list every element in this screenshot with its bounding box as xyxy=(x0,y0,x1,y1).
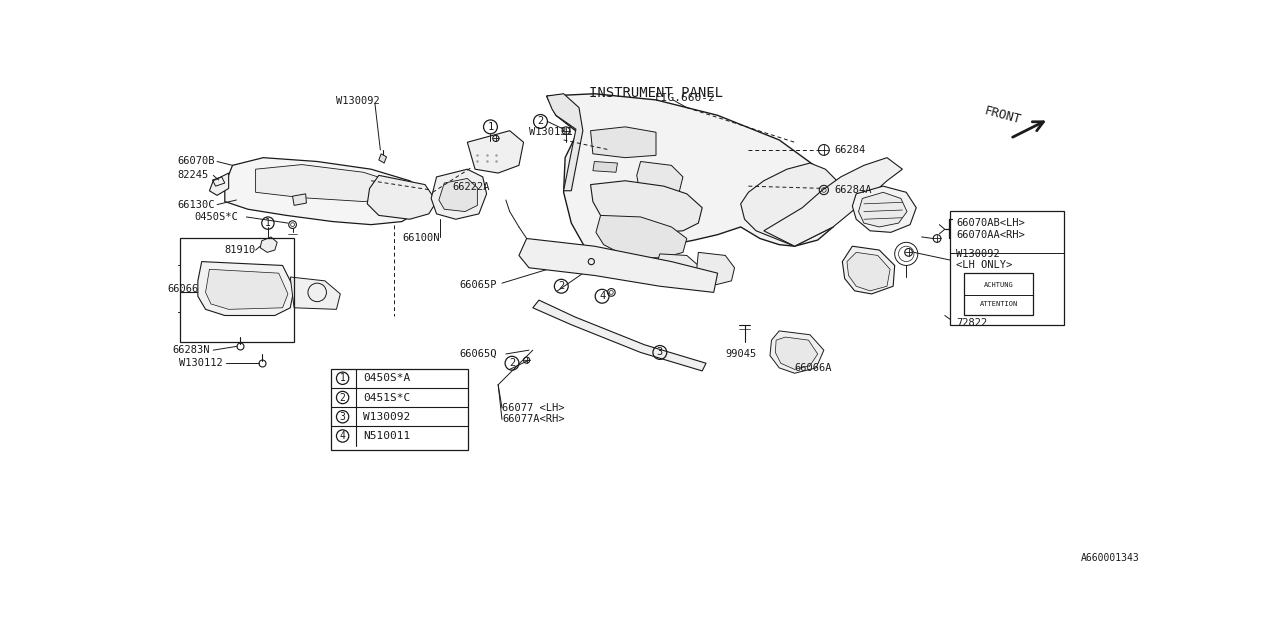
Polygon shape xyxy=(467,131,524,173)
Text: 66070AA<RH>: 66070AA<RH> xyxy=(956,230,1025,239)
Text: 2: 2 xyxy=(538,116,544,127)
Text: 2: 2 xyxy=(558,281,564,291)
Polygon shape xyxy=(225,157,429,225)
Polygon shape xyxy=(439,179,477,212)
Text: 1: 1 xyxy=(488,122,494,132)
Text: 2: 2 xyxy=(509,358,515,368)
Text: 66284A: 66284A xyxy=(835,185,872,195)
Text: 82245: 82245 xyxy=(177,170,209,180)
Polygon shape xyxy=(518,239,718,292)
Text: <LH ONLY>: <LH ONLY> xyxy=(956,260,1012,271)
Text: W130112: W130112 xyxy=(179,358,223,368)
Text: 66070AB<LH>: 66070AB<LH> xyxy=(956,218,1025,228)
Polygon shape xyxy=(547,93,841,260)
Bar xyxy=(180,239,294,342)
Polygon shape xyxy=(293,194,306,205)
Polygon shape xyxy=(842,246,895,294)
Polygon shape xyxy=(198,262,294,316)
Polygon shape xyxy=(256,164,402,202)
Text: 1: 1 xyxy=(339,373,346,383)
Text: 4: 4 xyxy=(599,291,605,301)
Text: 66222A: 66222A xyxy=(452,182,489,192)
Polygon shape xyxy=(291,277,340,309)
Bar xyxy=(964,273,1033,316)
Text: W130092: W130092 xyxy=(364,412,411,422)
Bar xyxy=(950,211,1064,324)
Polygon shape xyxy=(593,161,617,172)
Text: 72822: 72822 xyxy=(956,318,988,328)
Text: ACHTUNG: ACHTUNG xyxy=(984,282,1014,288)
Text: 0451S*C: 0451S*C xyxy=(364,392,411,403)
Polygon shape xyxy=(210,173,229,195)
Text: 81910: 81910 xyxy=(225,245,256,255)
Text: 66284: 66284 xyxy=(835,145,865,155)
Polygon shape xyxy=(776,337,818,369)
Text: 66065P: 66065P xyxy=(460,280,497,290)
Polygon shape xyxy=(590,127,657,157)
Polygon shape xyxy=(636,161,684,194)
Text: 66065Q: 66065Q xyxy=(460,349,497,359)
Text: 66066A: 66066A xyxy=(795,363,832,373)
Polygon shape xyxy=(532,300,707,371)
Text: 66100N: 66100N xyxy=(402,234,439,243)
Polygon shape xyxy=(547,93,582,191)
Polygon shape xyxy=(852,186,916,232)
Text: 66130C: 66130C xyxy=(177,200,215,210)
Polygon shape xyxy=(379,154,387,163)
Text: A660001343: A660001343 xyxy=(1080,554,1139,563)
Polygon shape xyxy=(696,252,735,285)
Polygon shape xyxy=(859,192,908,227)
Polygon shape xyxy=(367,175,436,220)
Text: 99045: 99045 xyxy=(726,349,756,359)
Polygon shape xyxy=(206,269,288,309)
Text: 66066: 66066 xyxy=(168,284,198,294)
Text: 3: 3 xyxy=(339,412,346,422)
Text: W130092: W130092 xyxy=(337,97,380,106)
Text: 66077 <LH>: 66077 <LH> xyxy=(502,403,564,413)
Text: 4: 4 xyxy=(339,431,346,441)
Text: FIG.660-2: FIG.660-2 xyxy=(654,93,716,103)
Polygon shape xyxy=(771,331,824,373)
Text: 0450S*A: 0450S*A xyxy=(364,373,411,383)
Text: 0450S*C: 0450S*C xyxy=(195,212,238,222)
Bar xyxy=(332,369,468,451)
Text: 3: 3 xyxy=(657,348,663,358)
Text: W130092: W130092 xyxy=(956,249,1000,259)
Text: W130131: W130131 xyxy=(529,127,572,137)
Polygon shape xyxy=(596,216,687,258)
Text: ATTENTION: ATTENTION xyxy=(979,301,1018,307)
Text: FRONT: FRONT xyxy=(983,104,1023,127)
Polygon shape xyxy=(764,157,902,246)
Text: 2: 2 xyxy=(339,392,346,403)
Polygon shape xyxy=(847,252,890,291)
Polygon shape xyxy=(741,163,841,246)
Text: 66077A<RH>: 66077A<RH> xyxy=(502,415,564,424)
Text: 66070B: 66070B xyxy=(177,157,215,166)
Text: INSTRUMENT PANEL: INSTRUMENT PANEL xyxy=(589,86,723,100)
Text: N510011: N510011 xyxy=(364,431,411,441)
Polygon shape xyxy=(260,237,278,252)
Polygon shape xyxy=(590,180,703,232)
Polygon shape xyxy=(657,254,699,281)
Polygon shape xyxy=(431,169,486,220)
Text: 1: 1 xyxy=(265,218,271,228)
Text: 66283N: 66283N xyxy=(173,345,210,355)
